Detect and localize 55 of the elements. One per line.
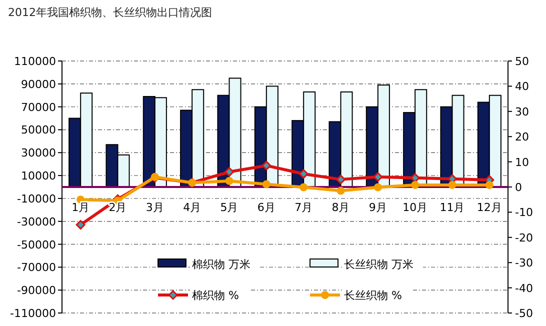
point — [410, 173, 420, 183]
y2-tick-label: 0 — [515, 181, 522, 194]
point — [374, 183, 382, 192]
y-tick-label: 10000 — [21, 170, 56, 183]
y2-tick-label: -50 — [515, 307, 533, 320]
x-tick-label: 1月 — [72, 201, 90, 214]
x-tick-label: 6月 — [257, 201, 276, 214]
y2-tick-label: -10 — [515, 206, 533, 220]
y-tick-label: -30000 — [17, 215, 56, 228]
y2-tick-label: -20 — [515, 231, 533, 244]
point — [300, 183, 308, 192]
x-tick-label: 9月 — [368, 201, 387, 214]
x-tick-label: 2月 — [108, 201, 127, 214]
y-tick-label: -70000 — [17, 261, 56, 274]
y2-tick-label: 10 — [515, 156, 529, 169]
point — [76, 220, 86, 230]
x-tick-label: 8月 — [332, 201, 350, 214]
point — [298, 169, 308, 179]
legend-label: 棉织物 万米 — [192, 258, 250, 271]
point — [411, 180, 420, 189]
y-tick-label: 70000 — [21, 100, 56, 114]
y2-tick-label: 20 — [515, 130, 529, 144]
point — [224, 167, 234, 177]
x-tick-label: 11月 — [440, 201, 465, 214]
x-tick-label: 4月 — [183, 201, 202, 214]
y-tick-label: -110000 — [10, 307, 56, 320]
point — [262, 180, 270, 188]
y2-tick-label: 40 — [515, 80, 529, 94]
legend-label: 长丝织物 % — [344, 289, 402, 302]
point — [373, 172, 383, 182]
y2-tick-label: -40 — [515, 282, 533, 295]
x-tick-label: 5月 — [220, 201, 238, 214]
y2-tick-label: 30 — [515, 105, 529, 118]
y-tick-label: 30000 — [21, 146, 56, 160]
point — [262, 160, 272, 170]
y-tick-label: -10000 — [17, 192, 56, 206]
point — [225, 176, 234, 185]
point — [336, 174, 346, 184]
x-tick-label: 7月 — [294, 201, 313, 214]
y-tick-label: 50000 — [21, 124, 56, 137]
legend-label: 棉织物 % — [192, 289, 239, 302]
legend-label: 长丝织物 万米 — [344, 258, 414, 271]
x-tick-label: 10月 — [402, 201, 428, 214]
point — [336, 186, 345, 195]
y-tick-label: -90000 — [17, 284, 56, 298]
y-tick-label: 110000 — [14, 55, 56, 68]
x-tick-label: 3月 — [146, 201, 164, 214]
y2-tick-label: -30 — [515, 256, 533, 270]
x-tick-label: 12月 — [476, 201, 502, 214]
chart-title: 2012年我国棉织物、长丝织物出口情况图 — [8, 6, 212, 19]
y2-tick-label: 50 — [515, 55, 529, 68]
point — [485, 180, 494, 189]
y-tick-label: 90000 — [21, 78, 56, 91]
y-tick-label: -50000 — [17, 238, 56, 252]
point — [448, 180, 456, 189]
